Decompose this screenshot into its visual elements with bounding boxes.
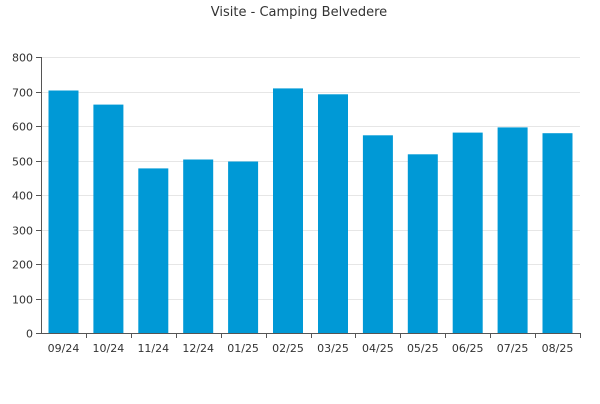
x-tick-label: 08/25 (542, 342, 574, 355)
x-tick-label: 01/25 (227, 342, 259, 355)
x-tick-label: 07/25 (497, 342, 529, 355)
y-tick-label: 600 (12, 121, 33, 134)
x-tick-label: 09/24 (48, 342, 80, 355)
y-tick-label: 200 (12, 259, 33, 272)
bar-01-25 (228, 161, 259, 333)
bar-10-24 (93, 104, 124, 333)
bar-09-24 (48, 90, 79, 333)
y-tick-label: 700 (12, 87, 33, 100)
bar-07-25 (497, 127, 528, 334)
gridlines (41, 57, 580, 300)
y-tick-label: 0 (26, 328, 33, 341)
bar-03-25 (318, 94, 348, 333)
bar-05-25 (407, 154, 438, 333)
x-tick-label: 02/25 (272, 342, 304, 355)
x-tick-label: 05/25 (407, 342, 439, 355)
y-axis-ticks: 0 100 200 300 400 500 600 700 800 (12, 52, 41, 341)
x-tick-label: 06/25 (452, 342, 484, 355)
x-tick-label: 04/25 (362, 342, 394, 355)
y-tick-label: 100 (12, 294, 33, 307)
x-tick-label: 03/25 (317, 342, 349, 355)
bar-08-25 (542, 133, 573, 333)
chart-title: Visite - Camping Belvedere (211, 5, 387, 20)
bar-06-25 (452, 132, 483, 333)
bar-12-24 (183, 159, 214, 333)
bars (48, 88, 573, 334)
y-tick-label: 800 (12, 52, 33, 65)
bar-02-25 (273, 88, 303, 334)
y-tick-label: 500 (12, 156, 33, 169)
bar-11-24 (138, 168, 169, 333)
y-tick-label: 400 (12, 190, 33, 203)
x-axis-ticks: 09/24 10/24 11/24 12/24 01/25 02/25 03/25 04/25… (48, 333, 581, 355)
y-tick-label: 300 (12, 225, 33, 238)
x-tick-label: 10/24 (93, 342, 125, 355)
x-tick-label: 11/24 (137, 342, 169, 355)
x-tick-label: 12/24 (182, 342, 214, 355)
bar-04-25 (362, 135, 393, 333)
